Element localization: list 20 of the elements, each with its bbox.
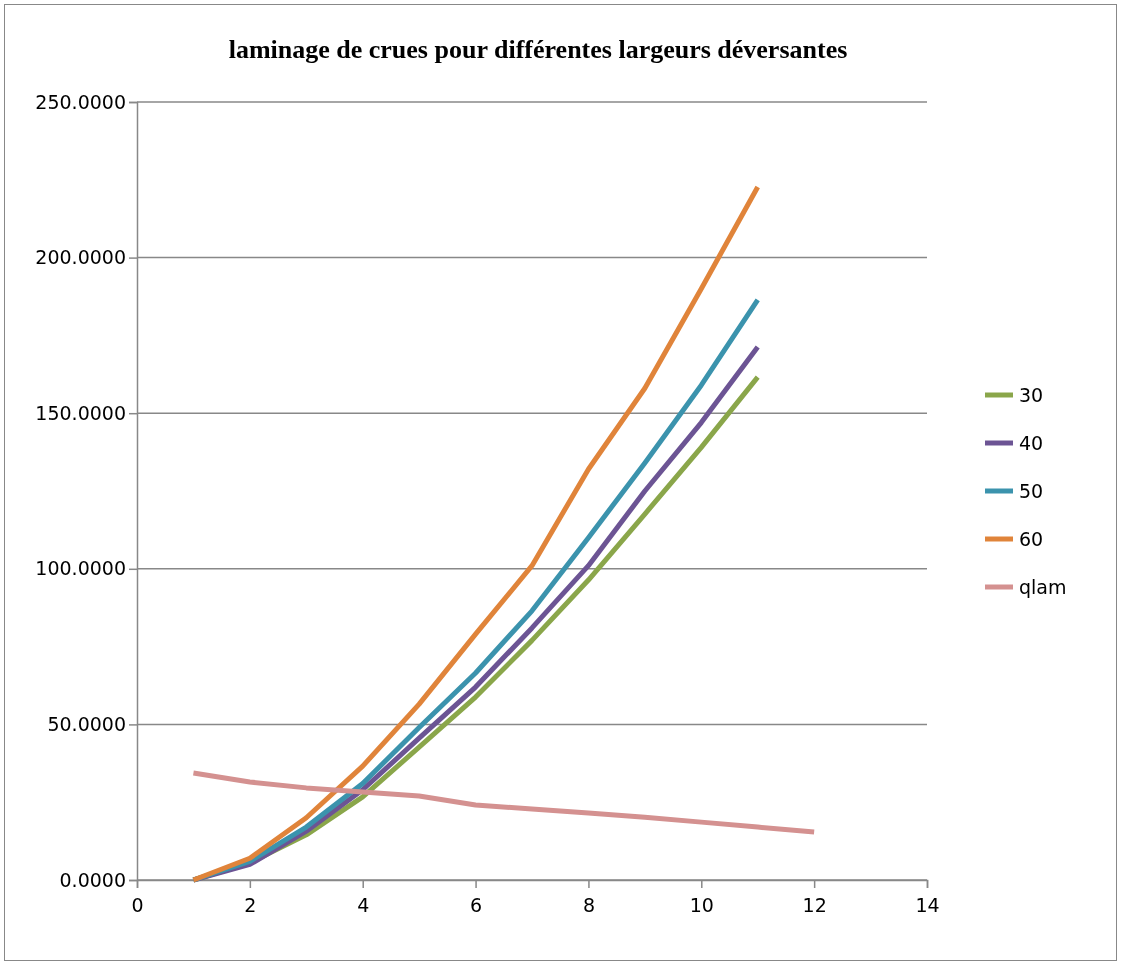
legend-label: 50 bbox=[1019, 480, 1044, 502]
y-tick-label: 200.0000 bbox=[35, 246, 126, 269]
x-tick-label: 4 bbox=[357, 893, 370, 916]
legend-label: 30 bbox=[1019, 384, 1044, 406]
legend-label: qlam bbox=[1019, 576, 1067, 598]
x-tick-label: 10 bbox=[689, 893, 714, 916]
y-tick-label: 150.0000 bbox=[35, 401, 126, 424]
x-tick-label: 6 bbox=[470, 893, 483, 916]
x-tick-label: 2 bbox=[244, 893, 257, 916]
y-tick-label: 100.0000 bbox=[35, 557, 126, 580]
x-tick-label: 8 bbox=[582, 893, 595, 916]
chart-title: laminage de crues pour différentes largeurs déversantes bbox=[228, 35, 848, 64]
y-tick-label: 250.0000 bbox=[35, 90, 126, 113]
legend-label: 60 bbox=[1019, 528, 1044, 550]
y-tick-label: 0.0000 bbox=[59, 868, 126, 891]
legend-label: 40 bbox=[1019, 432, 1044, 454]
y-tick-label: 50.0000 bbox=[47, 712, 126, 735]
x-tick-label: 0 bbox=[131, 893, 144, 916]
x-tick-label: 12 bbox=[802, 893, 827, 916]
x-tick-label: 14 bbox=[915, 893, 940, 916]
